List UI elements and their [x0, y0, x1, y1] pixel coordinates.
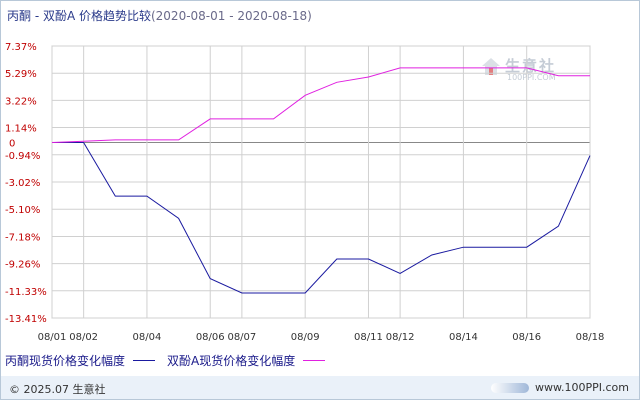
footer-site[interactable]: www.100PPI.com: [491, 381, 629, 394]
chart-title-range: (2020-08-01 - 2020-08-18): [150, 9, 312, 23]
watermark-cn: 生意社: [505, 57, 557, 75]
y-tick-label: 1.14%: [5, 124, 37, 135]
y-tick-label: -11.33%: [5, 287, 47, 298]
x-tick-label: 08/02: [69, 332, 98, 343]
x-tick-label: 08/06: [196, 332, 225, 343]
y-tick-label: 3.22%: [5, 96, 37, 107]
legend-item-series2: 双酚A现货价格变化幅度: [167, 352, 326, 369]
footer-site-link[interactable]: www.100PPI.com: [535, 381, 629, 394]
y-tick-label: 0: [9, 138, 15, 149]
chart-title: 丙酮 - 双酚A 价格趋势比较(2020-08-01 - 2020-08-18): [7, 7, 312, 24]
y-tick-label: -3.02%: [5, 178, 40, 189]
footer-bar: © 2025.07 生意社 www.100PPI.com: [1, 376, 639, 399]
x-tick-label: 08/11: [354, 332, 383, 343]
legend-swatch-series2: [303, 359, 326, 361]
watermark-en: 100PPI.COM: [507, 73, 556, 82]
x-tick-label: 08/12: [386, 332, 415, 343]
footer-copyright: © 2025.07 生意社: [9, 383, 106, 396]
series-line-1: [52, 142, 591, 294]
globe-icon: [491, 382, 530, 393]
y-tick-label: -5.10%: [5, 205, 40, 216]
x-tick-label: 08/07: [227, 332, 256, 343]
x-tick-label: 08/09: [291, 332, 320, 343]
watermark-logo: 生意社 100PPI.COM: [481, 53, 581, 85]
y-tick-label: -13.41%: [5, 314, 47, 325]
y-tick-label: 5.29%: [5, 69, 37, 80]
x-tick-label: 08/16: [512, 332, 541, 343]
x-tick-label: 08/18: [576, 332, 605, 343]
y-tick-label: -0.94%: [5, 151, 40, 162]
chart-title-text: 丙酮 - 双酚A 价格趋势比较: [7, 9, 151, 23]
watermark-house-icon: [482, 58, 500, 75]
y-tick-label: 7.37%: [5, 42, 37, 53]
line-chart: 7.37% 5.29% 3.22% 1.14% 0 -0.94% -3.02% -5.10% -…: [5, 42, 605, 343]
legend-swatch-series1: [133, 359, 156, 361]
x-tick-label: 08/04: [133, 332, 162, 343]
y-tick-label: -7.18%: [5, 232, 40, 243]
series-line-2: [51, 67, 590, 143]
chart-legend: 丙酮现货价格变化幅度 双酚A现货价格变化幅度: [5, 352, 337, 368]
legend-label-series1: 丙酮现货价格变化幅度: [5, 353, 126, 368]
legend-item-series1: 丙酮现货价格变化幅度: [5, 352, 156, 369]
y-tick-label: -9.26%: [5, 260, 40, 271]
legend-label-series2: 双酚A现货价格变化幅度: [167, 353, 296, 368]
x-tick-label: 08/14: [449, 332, 478, 343]
x-tick-label: 08/01: [38, 332, 67, 343]
